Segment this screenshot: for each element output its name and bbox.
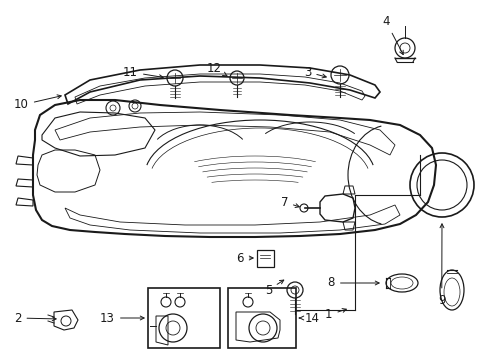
Text: 14: 14 — [299, 311, 319, 324]
Text: 6: 6 — [236, 252, 253, 265]
Text: 4: 4 — [382, 15, 403, 55]
Text: 7: 7 — [280, 195, 299, 208]
Text: 8: 8 — [327, 276, 378, 289]
Bar — [257, 250, 273, 267]
Text: 13: 13 — [100, 311, 144, 324]
Text: 3: 3 — [304, 66, 325, 78]
Text: 1: 1 — [325, 309, 346, 321]
Text: 12: 12 — [206, 62, 227, 76]
Text: 5: 5 — [264, 280, 283, 297]
Text: 11: 11 — [123, 66, 163, 79]
Text: 2: 2 — [14, 311, 56, 324]
Bar — [227, 288, 295, 348]
Text: 9: 9 — [437, 224, 445, 306]
Text: 10: 10 — [14, 95, 61, 112]
Bar — [148, 288, 220, 348]
